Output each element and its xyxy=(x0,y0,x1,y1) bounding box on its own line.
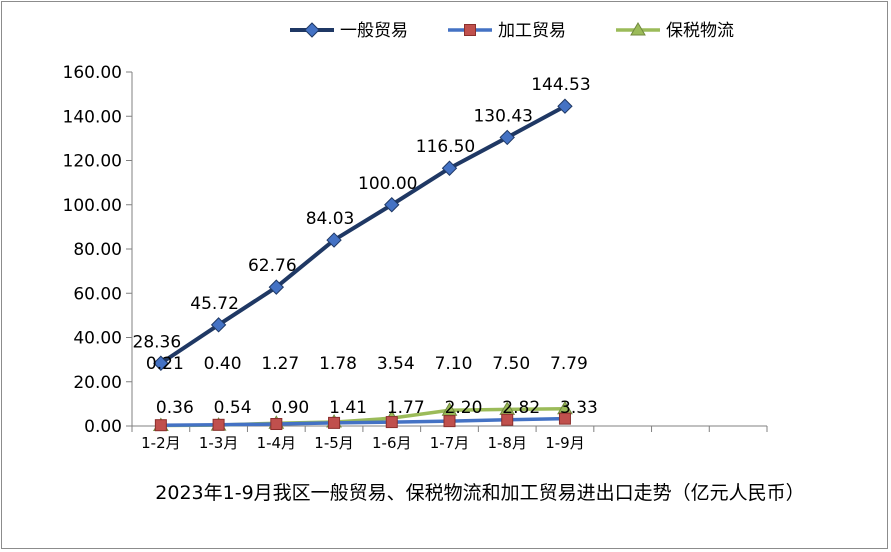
y-tick-label: 20.00 xyxy=(73,373,122,393)
data-label: 0.54 xyxy=(214,398,252,418)
data-point xyxy=(268,279,285,295)
y-tick-label: 100.00 xyxy=(63,196,122,216)
data-label: 28.36 xyxy=(133,332,182,352)
data-point xyxy=(441,160,458,176)
data-label: 2.20 xyxy=(445,398,483,418)
series-line xyxy=(159,104,566,365)
data-point xyxy=(385,416,398,429)
data-label: 84.03 xyxy=(306,209,355,229)
data-label: 7.79 xyxy=(550,354,588,374)
data-point xyxy=(384,197,400,213)
chart-title: 2023年1-9月我区一般贸易、保税物流和加工贸易进出口走势（亿元人民币） xyxy=(155,482,804,504)
x-tick-label: 1-5月 xyxy=(314,434,354,452)
data-label: 2.82 xyxy=(502,398,540,418)
x-tick-label: 1-3月 xyxy=(199,434,239,452)
legend-label: 保税物流 xyxy=(666,21,734,41)
y-tick-label: 0.00 xyxy=(84,417,122,437)
data-point xyxy=(212,418,225,431)
legend-marker xyxy=(304,22,320,38)
legend-label: 一般贸易 xyxy=(340,21,408,41)
x-tick-label: 1-7月 xyxy=(430,434,470,452)
data-label: 0.36 xyxy=(156,398,194,418)
x-tick-label: 1-6月 xyxy=(372,434,412,452)
data-label: 1.27 xyxy=(261,354,299,374)
data-label: 1.78 xyxy=(319,354,357,374)
data-point xyxy=(499,129,515,146)
data-label: 0.90 xyxy=(271,398,309,418)
y-tick-label: 140.00 xyxy=(63,107,122,127)
data-label: 3.33 xyxy=(560,398,598,418)
data-label: 3.54 xyxy=(377,354,415,374)
data-point xyxy=(558,412,571,425)
data-point xyxy=(328,416,341,429)
data-label: 116.50 xyxy=(416,137,475,157)
data-label: 100.00 xyxy=(358,174,417,194)
data-label: 1.41 xyxy=(329,398,367,418)
legend-marker xyxy=(630,22,646,36)
data-label: 45.72 xyxy=(190,294,239,314)
data-label: 0.21 xyxy=(146,354,184,374)
x-tick-label: 1-9月 xyxy=(545,434,585,452)
legend: 一般贸易 加工贸易 保税物流 xyxy=(290,21,734,41)
y-tick-label: 160.00 xyxy=(63,63,122,83)
data-point xyxy=(154,419,167,432)
data-point xyxy=(153,355,169,371)
series-line xyxy=(160,416,565,427)
data-label: 130.43 xyxy=(473,106,532,126)
y-tick-label: 80.00 xyxy=(73,240,122,260)
data-label: 7.10 xyxy=(435,354,473,374)
data-label: 1.77 xyxy=(387,398,425,418)
y-tick-label: 120.00 xyxy=(63,152,122,172)
x-tick-label: 1-2月 xyxy=(141,434,181,452)
data-point xyxy=(326,232,342,248)
series-layer xyxy=(152,98,573,432)
x-tick-label: 1-4月 xyxy=(257,434,297,452)
data-point xyxy=(557,98,573,114)
data-label: 0.40 xyxy=(204,354,242,374)
legend-marker xyxy=(464,24,476,36)
y-tick-label: 40.00 xyxy=(73,329,122,349)
data-label: 144.53 xyxy=(531,75,590,95)
legend-label: 加工贸易 xyxy=(498,21,566,41)
x-tick-label: 1-8月 xyxy=(487,434,527,452)
data-point xyxy=(210,317,227,333)
y-tick-label: 60.00 xyxy=(73,284,122,304)
axes: 0.00 20.00 40.00 60.00 80.00 100.00 120.00 140.… xyxy=(63,63,768,452)
data-label: 62.76 xyxy=(248,256,297,276)
data-point xyxy=(270,418,283,431)
data-point xyxy=(501,413,514,426)
data-label: 7.50 xyxy=(492,354,530,374)
data-point xyxy=(443,415,456,428)
